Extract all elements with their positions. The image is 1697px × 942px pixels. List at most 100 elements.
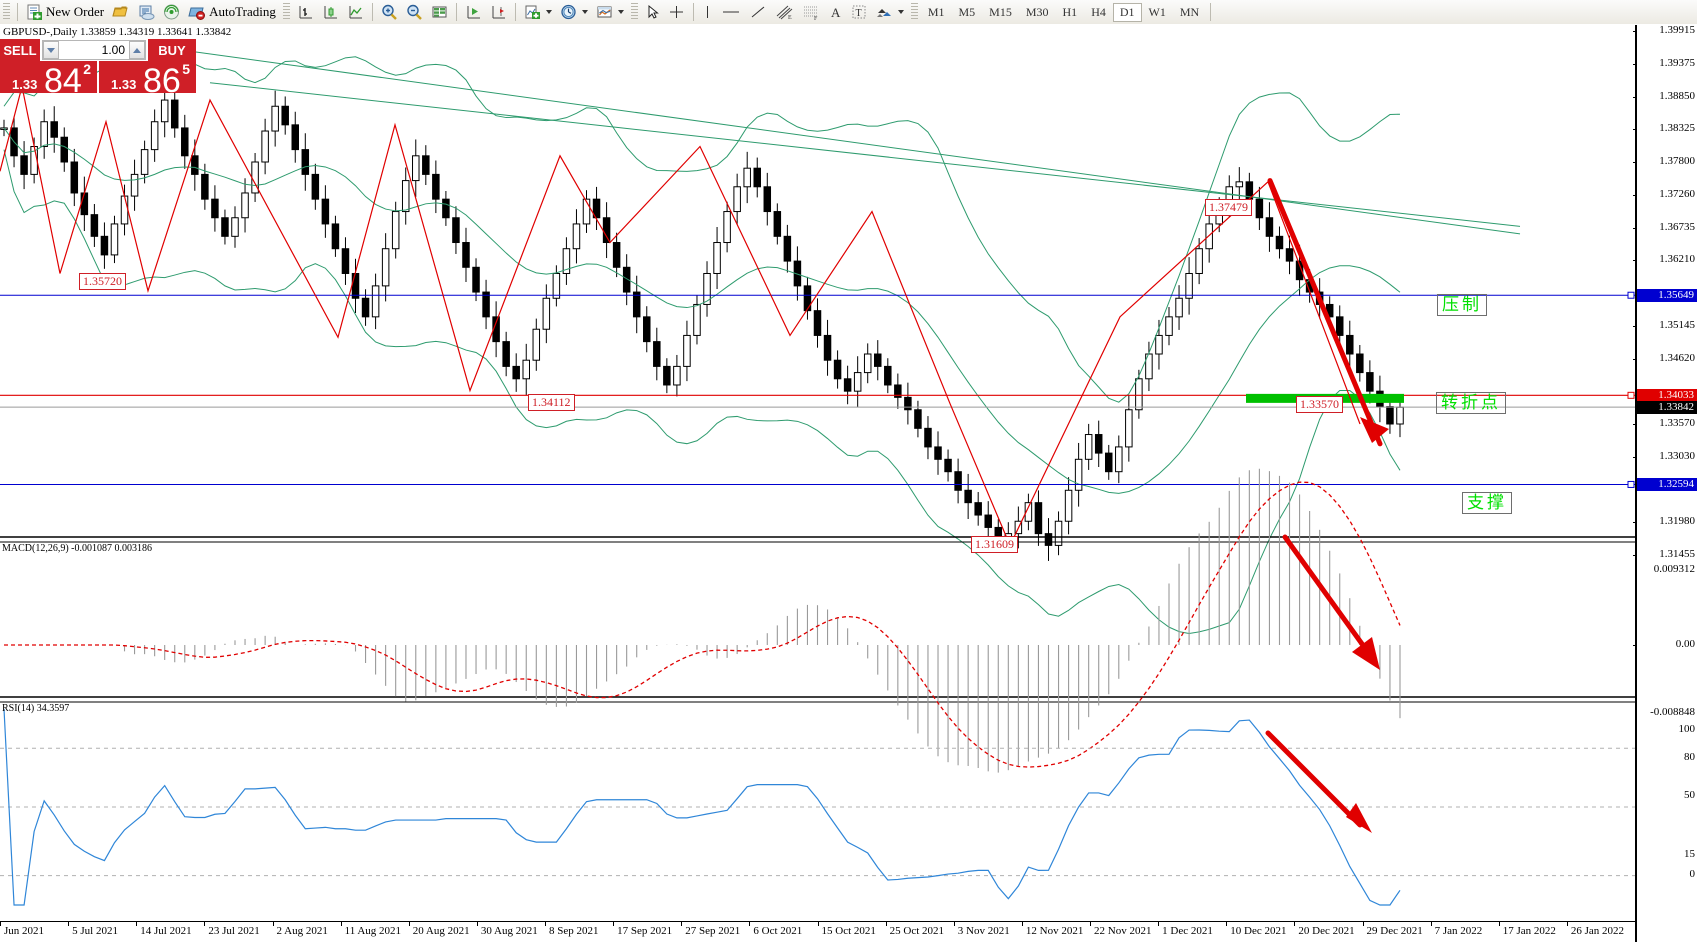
price-down-arrow[interactable] [1267, 178, 1389, 447]
arrows-dropdown-arrow[interactable] [897, 10, 904, 14]
buy-price[interactable]: 1.33 86 5 [99, 61, 196, 98]
bar-chart-button[interactable] [293, 1, 318, 24]
date-axis[interactable]: Jun 2021 5 Jul 2021 14 Jul 2021 23 Jul 2021… [0, 921, 1635, 942]
autotrading-button[interactable]: AutoTrading [184, 1, 280, 24]
price-label-137479[interactable]: 1.37479 [1205, 199, 1252, 216]
timeframe-m5[interactable]: M5 [958, 4, 976, 19]
indicators-button[interactable] [520, 1, 556, 24]
arrows-button[interactable] [871, 1, 908, 24]
rsi-label: RSI(14) 34.3597 [2, 703, 70, 714]
price-tick-mark [1633, 260, 1637, 262]
price-tick-mark [1633, 522, 1637, 524]
rsi-down-arrow[interactable] [1265, 730, 1372, 833]
price-tick-136735: 1.36735 [1659, 220, 1695, 233]
price-tick-mark [1633, 358, 1637, 360]
rsi-axis-15: 15 [1684, 848, 1695, 860]
chart-shift-icon [490, 4, 507, 20]
timeframe-d1[interactable]: D1 [1112, 2, 1142, 22]
fibonacci-button[interactable]: F [798, 1, 825, 24]
price-label-134112[interactable]: 1.34112 [528, 394, 575, 411]
timeframe-w1[interactable]: W1 [1148, 4, 1166, 19]
templates-button[interactable] [592, 1, 628, 24]
rsi-axis-50: 50 [1684, 789, 1695, 801]
svg-text:E: E [788, 15, 792, 20]
timeframe-m15[interactable]: M15 [989, 4, 1012, 19]
templates-icon [596, 4, 613, 20]
date-tick [817, 922, 819, 926]
trendlines[interactable] [184, 50, 1521, 235]
auto-scroll-button[interactable] [461, 1, 486, 24]
sell-price-big: 84 [44, 62, 82, 100]
toolbar-grip-4[interactable] [910, 3, 918, 21]
equidistant-channel-button[interactable]: E [771, 1, 798, 24]
date-label-19: 20 Dec 2021 [1298, 925, 1355, 937]
text-label-icon: A [829, 4, 843, 20]
rsi-series [0, 708, 1635, 906]
horizontal-line-button[interactable] [717, 1, 745, 24]
resistance-annotation[interactable]: 压制 [1437, 294, 1487, 316]
chart-shift-button[interactable] [486, 1, 511, 24]
volume-value: 1.00 [101, 43, 125, 57]
text-button[interactable]: T [847, 1, 871, 24]
data-window-button[interactable] [427, 1, 452, 24]
timeframe-m30[interactable]: M30 [1025, 4, 1049, 19]
zoom-out-button[interactable] [402, 1, 427, 24]
turning-point-annotation[interactable]: 转折点 [1436, 392, 1506, 414]
cursor-button[interactable] [641, 1, 664, 24]
templates-dropdown-arrow[interactable] [617, 10, 624, 14]
buy-price-sup: 5 [182, 61, 190, 77]
timeframe-mn[interactable]: MN [1179, 4, 1200, 19]
one-click-trading-panel[interactable]: SELL 1.00 BUY 1.33 84 2 1.33 86 5 [0, 39, 196, 98]
period-dropdown-arrow[interactable] [581, 10, 588, 14]
sell-price-prefix: 1.33 [12, 77, 38, 92]
current-price-badge[interactable]: 1.33842 [1637, 400, 1697, 414]
price-label-135720[interactable]: 1.35720 [79, 273, 126, 290]
price-label-131609[interactable]: 1.31609 [971, 536, 1018, 553]
period-button[interactable] [556, 1, 592, 24]
resistance-level-badge[interactable]: 1.35649 [1637, 288, 1697, 302]
volume-field[interactable]: 1.00 [42, 40, 146, 60]
date-label-4: 2 Aug 2021 [276, 925, 328, 937]
sell-button[interactable]: SELL [0, 39, 40, 61]
date-label-10: 27 Sep 2021 [685, 925, 741, 937]
crosshair-button[interactable] [664, 1, 689, 24]
timeframe-group: M1 M5 M15 M30 H1 H4 D1 W1 MN [921, 2, 1206, 22]
price-label-133570[interactable]: 1.33570 [1296, 396, 1343, 413]
price-axis[interactable]: 1.39915 1.39375 1.38850 1.38325 1.37800 1.372… [1633, 24, 1697, 942]
candlestick-chart-button[interactable] [318, 1, 343, 24]
folder-button[interactable] [108, 1, 134, 24]
macd-axis-0009312: 0.009312 [1653, 563, 1695, 575]
date-label-21: 7 Jan 2022 [1434, 925, 1483, 937]
trendline-button[interactable] [745, 1, 771, 24]
sell-price[interactable]: 1.33 84 2 [0, 61, 97, 98]
support-annotation[interactable]: 支撑 [1462, 492, 1512, 514]
vertical-line-button[interactable] [698, 1, 717, 24]
toolbar-grip-2[interactable] [282, 3, 290, 21]
vertical-line-icon [702, 4, 713, 20]
volume-dropdown-button[interactable] [43, 41, 59, 59]
price-tick-mark [1633, 195, 1637, 197]
toolbar-grip[interactable] [3, 3, 10, 21]
indicators-dropdown-arrow[interactable] [545, 10, 552, 14]
date-tick [1294, 922, 1296, 926]
terminal-button[interactable] [134, 1, 159, 24]
text-label-button[interactable]: A [825, 1, 847, 24]
timeframe-h1[interactable]: H1 [1062, 4, 1078, 19]
line-chart-button[interactable] [343, 1, 368, 24]
turning-point-level-badge[interactable]: 1.34033 [1637, 388, 1697, 402]
bollinger-bands [3, 56, 1401, 634]
toolbar-grip-3[interactable] [630, 3, 638, 21]
price-tick-mark [1633, 424, 1637, 425]
signals-button[interactable] [159, 1, 184, 24]
date-label-14: 3 Nov 2021 [957, 925, 1010, 937]
zoom-in-button[interactable] [377, 1, 402, 24]
timeframe-m1[interactable]: M1 [927, 4, 945, 19]
timeframe-h4[interactable]: H4 [1091, 4, 1106, 19]
volume-increment-button[interactable] [129, 41, 145, 59]
macd-down-arrow[interactable] [1282, 534, 1380, 670]
new-order-button[interactable]: New Order [22, 1, 108, 24]
buy-button[interactable]: BUY [148, 39, 196, 61]
chart-canvas[interactable]: GBPUSD-,Daily 1.33859 1.34319 1.33641 1.… [0, 24, 1697, 942]
support-level-badge[interactable]: 1.32594 [1637, 477, 1697, 491]
trendline-icon [749, 4, 767, 20]
